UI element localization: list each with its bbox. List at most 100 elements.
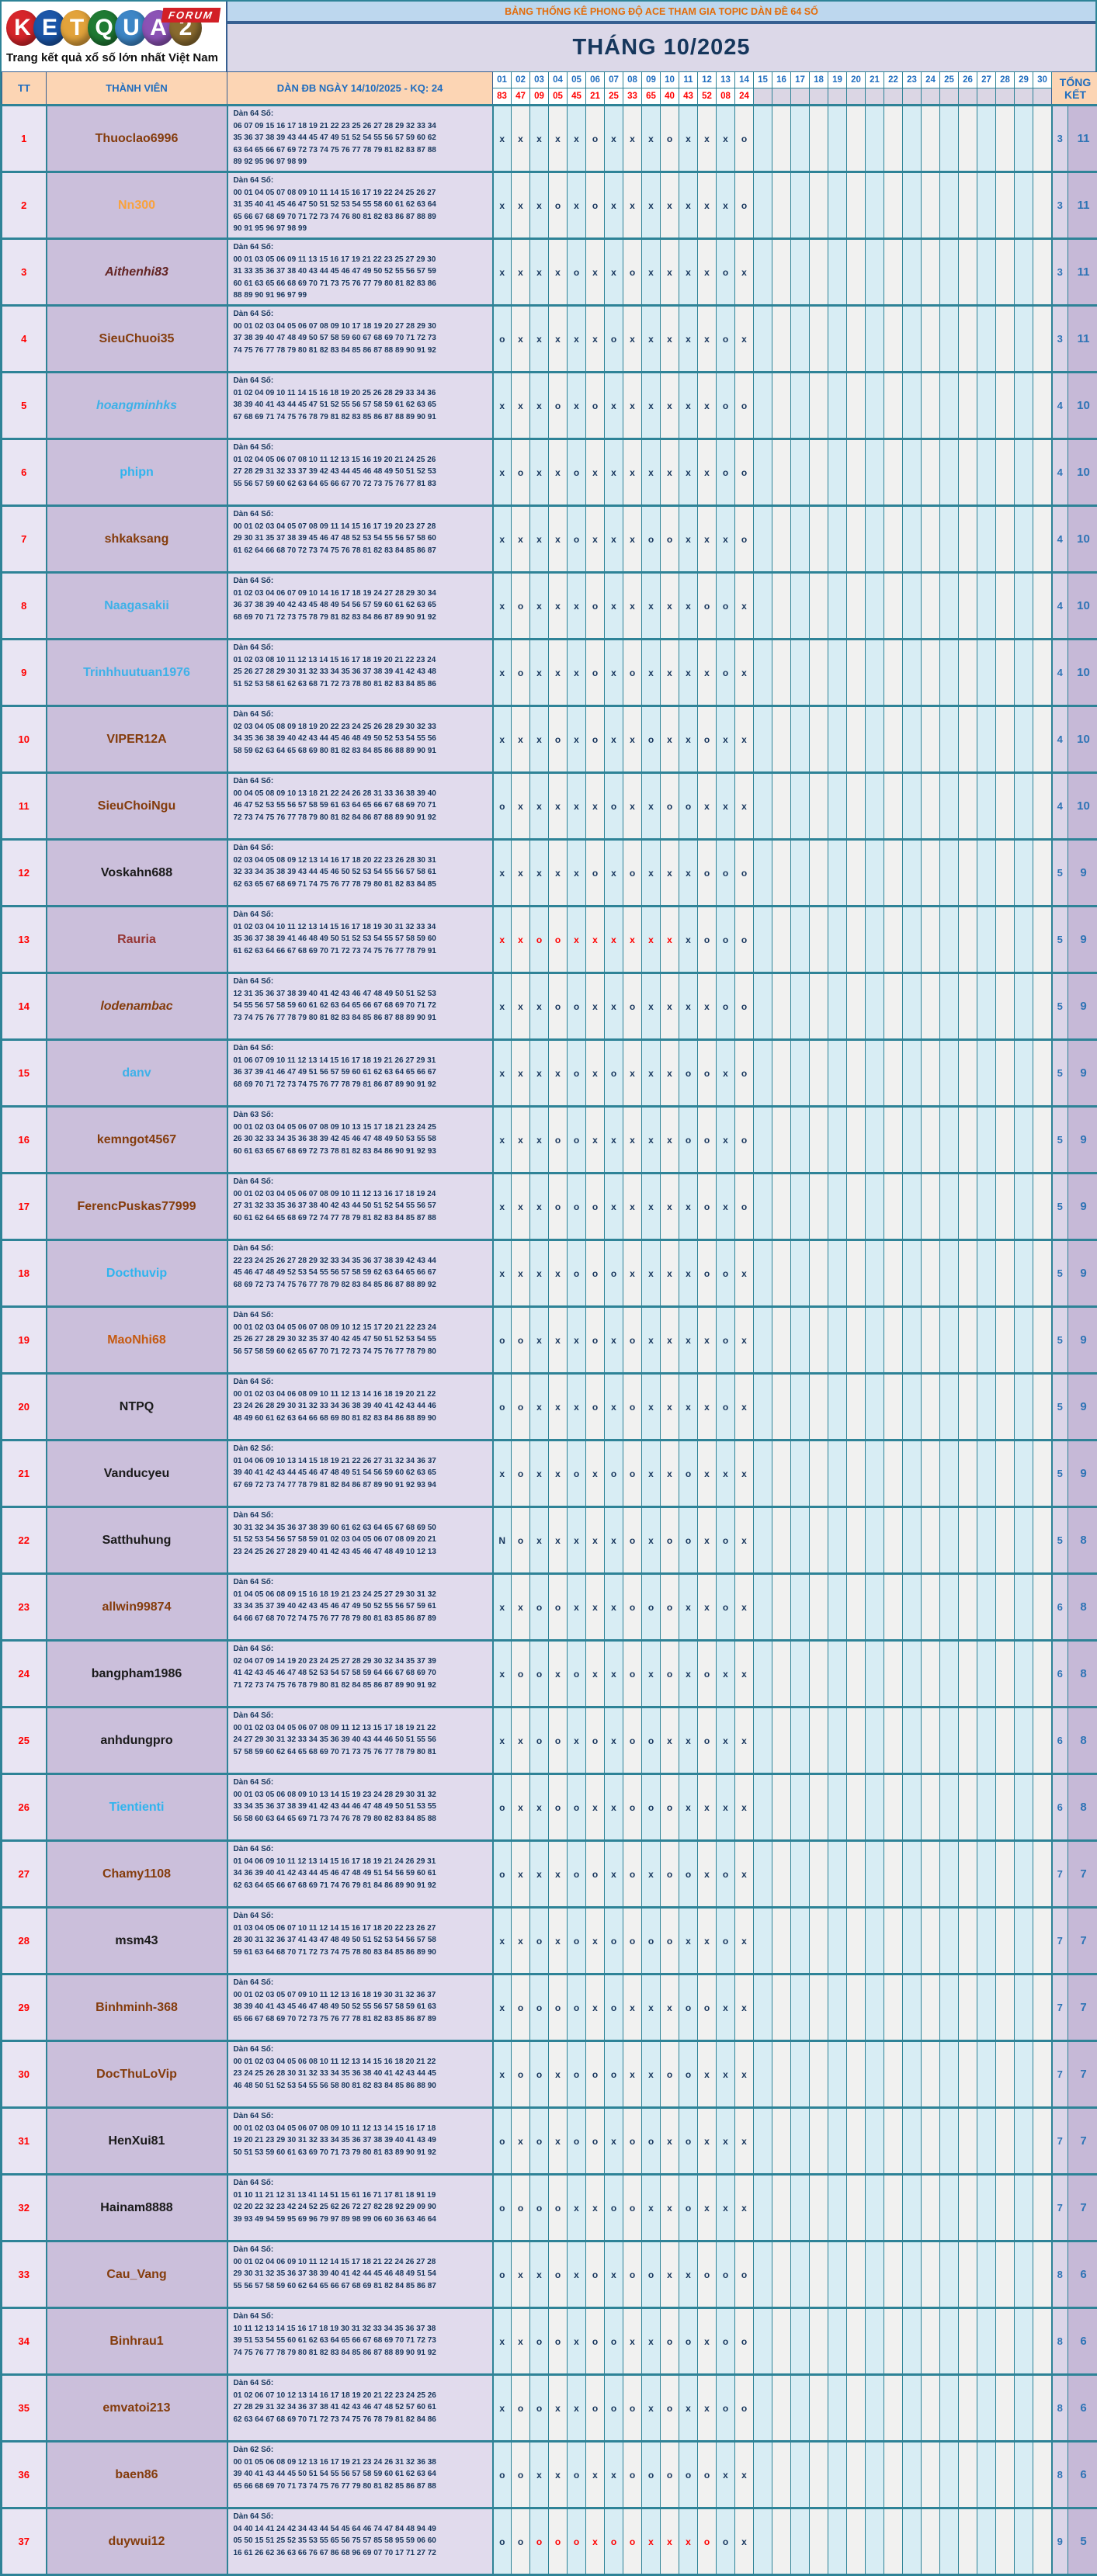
member-name[interactable]: FerencPuskas77999 — [47, 1174, 227, 1240]
mark-cell: o — [717, 439, 735, 506]
day-cell-empty — [922, 1040, 940, 1107]
member-name[interactable]: MaoNhi68 — [47, 1307, 227, 1374]
column-header-row: TT THÀNH VIÊN DÀN ĐB NGÀY 14/10/2025 - K… — [2, 72, 1097, 88]
day-cell-empty — [847, 172, 866, 239]
member-name[interactable]: shkaksang — [47, 506, 227, 573]
day-cell-empty — [977, 2442, 996, 2508]
member-name[interactable]: SieuChuoi35 — [47, 306, 227, 373]
dan-numbers-cell: Dàn 64 Số: 30 31 32 34 35 36 37 38 39 60… — [227, 1507, 493, 1574]
day-cell-empty — [754, 306, 772, 373]
day-cell-empty — [791, 706, 810, 773]
mark-cell: o — [586, 1240, 605, 1307]
day-cell-empty — [903, 1040, 922, 1107]
day-header: 25 — [940, 72, 959, 88]
dan-label: Dàn 64 Số: — [234, 1643, 489, 1656]
member-name[interactable]: allwin99874 — [47, 1574, 227, 1641]
member-name[interactable]: bangpham1986 — [47, 1641, 227, 1708]
day-cell-empty — [977, 1174, 996, 1240]
member-row: 23 allwin99874 Dàn 64 Số: 01 04 05 06 08… — [2, 1574, 1097, 1641]
member-name[interactable]: Trinhhuutuan1976 — [47, 640, 227, 706]
member-name[interactable]: danv — [47, 1040, 227, 1107]
member-name[interactable]: Rauria — [47, 907, 227, 973]
mark-cell: o — [549, 2308, 568, 2375]
member-name[interactable]: HenXui81 — [47, 2108, 227, 2175]
dan-label: Dàn 64 Số: — [234, 241, 489, 254]
member-name[interactable]: DocThuLoVip — [47, 2041, 227, 2108]
dan-label: Dàn 64 Số: — [234, 1977, 489, 1989]
member-name[interactable]: Satthuhung — [47, 1507, 227, 1574]
mark-cell: o — [512, 2175, 530, 2241]
member-name[interactable]: Thuoclao6996 — [47, 106, 227, 172]
total-x-count: 10 — [1068, 506, 1097, 573]
member-name[interactable]: Binhrau1 — [47, 2308, 227, 2375]
member-name[interactable]: VIPER12A — [47, 706, 227, 773]
member-name[interactable]: Nn300 — [47, 172, 227, 239]
mark-cell: o — [512, 2442, 530, 2508]
member-name[interactable]: Hainam8888 — [47, 2175, 227, 2241]
member-name[interactable]: duywui12 — [47, 2508, 227, 2574]
member-name[interactable]: baen86 — [47, 2442, 227, 2508]
member-name[interactable]: emvatoi213 — [47, 2375, 227, 2442]
member-name[interactable]: hoangminhks — [47, 373, 227, 439]
mark-cell: o — [605, 2508, 623, 2574]
member-name[interactable]: lodenambac — [47, 973, 227, 1040]
day-cell-empty — [847, 506, 866, 573]
mark-cell: x — [661, 373, 679, 439]
member-name[interactable]: Tientienti — [47, 1774, 227, 1841]
member-name[interactable]: Chamy1108 — [47, 1841, 227, 1908]
total-o-count: 7 — [1052, 2175, 1068, 2241]
mark-cell: x — [735, 2442, 754, 2508]
member-name[interactable]: Cau_Vang — [47, 2241, 227, 2308]
total-x-count: 9 — [1068, 840, 1097, 907]
day-cell-empty — [940, 1641, 959, 1708]
member-name[interactable]: Vanducyeu — [47, 1441, 227, 1507]
mark-cell: o — [493, 1774, 512, 1841]
mark-cell: x — [530, 973, 549, 1040]
member-name[interactable]: Docthuvip — [47, 1240, 227, 1307]
total-o-count: 3 — [1052, 106, 1068, 172]
result-value: 83 — [493, 88, 512, 106]
total-o-count: 4 — [1052, 640, 1068, 706]
mark-cell: x — [549, 1841, 568, 1908]
member-name[interactable]: SieuChoiNgu — [47, 773, 227, 840]
member-name[interactable]: anhdungpro — [47, 1708, 227, 1774]
dan-label: Dàn 64 Số: — [234, 508, 489, 521]
day-cell-empty — [959, 2175, 977, 2241]
day-cell-empty — [884, 1040, 903, 1107]
mark-cell: o — [698, 573, 717, 640]
mark-cell: o — [735, 907, 754, 973]
day-cell-empty — [977, 1708, 996, 1774]
member-name[interactable]: kemngot4567 — [47, 1107, 227, 1174]
day-cell-empty — [828, 439, 847, 506]
mark-cell: x — [661, 2175, 679, 2241]
member-name[interactable]: Voskahn688 — [47, 840, 227, 907]
total-o-count: 4 — [1052, 573, 1068, 640]
row-index: 23 — [2, 1574, 47, 1641]
member-name[interactable]: Aithenhi83 — [47, 239, 227, 306]
mark-cell: o — [735, 1174, 754, 1240]
dan-lines: 01 02 06 07 10 12 13 14 16 17 18 19 20 2… — [234, 2390, 489, 2426]
mark-cell: x — [623, 373, 642, 439]
mark-cell: o — [530, 1908, 549, 1974]
day-cell-empty — [1033, 1107, 1052, 1174]
dan-lines: 22 23 24 25 26 27 28 29 32 33 34 35 36 3… — [234, 1255, 489, 1291]
day-cell-empty — [940, 840, 959, 907]
mark-cell: o — [586, 2241, 605, 2308]
member-name[interactable]: msm43 — [47, 1908, 227, 1974]
member-name[interactable]: Binhminh-368 — [47, 1974, 227, 2041]
member-name[interactable]: Naagasakii — [47, 573, 227, 640]
member-name[interactable]: NTPQ — [47, 1374, 227, 1441]
mark-cell: x — [698, 640, 717, 706]
dan-label: Dàn 64 Số: — [234, 2110, 489, 2123]
day-cell-empty — [940, 106, 959, 172]
dan-label: Dàn 64 Số: — [234, 1042, 489, 1055]
day-cell-empty — [866, 172, 884, 239]
member-row: 4 SieuChuoi35 Dàn 64 Số: 00 01 02 03 04 … — [2, 306, 1097, 373]
dan-numbers-cell: Dàn 64 Số: 01 06 07 09 10 11 12 13 14 15… — [227, 1040, 493, 1107]
row-index: 11 — [2, 773, 47, 840]
day-header: 18 — [810, 72, 828, 88]
row-index: 12 — [2, 840, 47, 907]
day-cell-empty — [810, 1974, 828, 2041]
member-name[interactable]: phipn — [47, 439, 227, 506]
